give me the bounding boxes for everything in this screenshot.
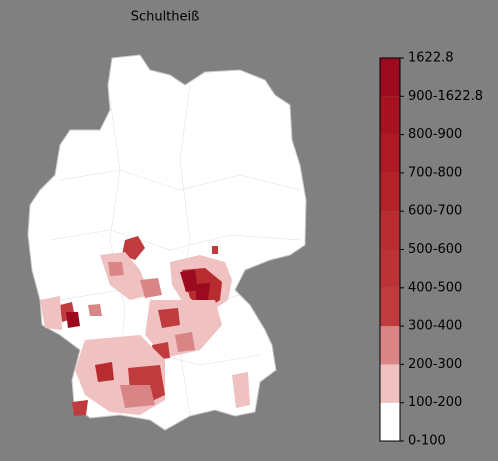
- colorbar-segment: [380, 134, 400, 173]
- colorbar-segment: [380, 364, 400, 403]
- colorbar-label: 100-200: [408, 395, 462, 410]
- colorbar-segment: [380, 326, 400, 365]
- highlighted-districts: [40, 236, 250, 416]
- colorbar-segment: [380, 287, 400, 327]
- colorbar-segment: [380, 211, 400, 250]
- germany-map: [27, 54, 307, 431]
- colorbar-segment: [380, 249, 400, 288]
- colorbar-label: 0-100: [408, 434, 446, 449]
- colorbar-label: 900-1622.8: [408, 89, 483, 104]
- colorbar-label: 200-300: [408, 357, 462, 372]
- colorbar-segment: [380, 58, 400, 97]
- colorbar-label: 600-700: [408, 204, 462, 219]
- colorbar-label: 1622.8: [408, 51, 454, 66]
- colorbar-label: 300-400: [408, 319, 462, 334]
- country-outline: [27, 54, 307, 431]
- colorbar-label: 500-600: [408, 242, 462, 257]
- colorbar-segment: [380, 402, 400, 441]
- map-title: Schultheiß: [131, 10, 200, 25]
- colorbar-label: 400-500: [408, 280, 462, 295]
- colorbar-label: 700-800: [408, 165, 462, 180]
- colorbar: 1622.8 900-1622.8 800-900 700-800 600-700 500…: [379, 51, 483, 449]
- colorbar-label: 800-900: [408, 127, 462, 142]
- colorbar-segment: [380, 172, 400, 212]
- colorbar-segment: [380, 96, 400, 135]
